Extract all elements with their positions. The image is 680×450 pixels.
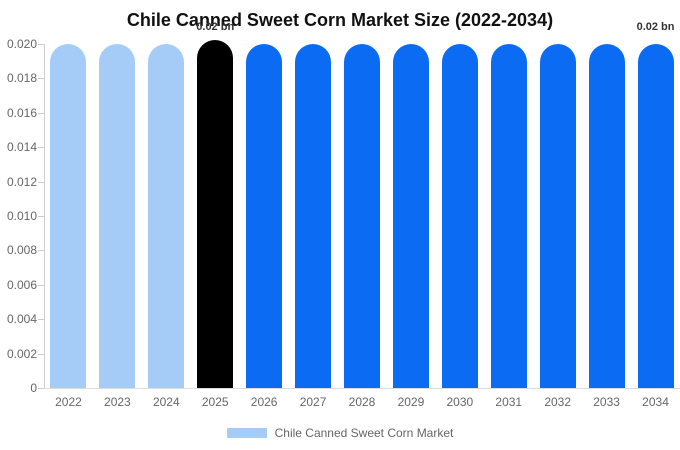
y-axis-tick-mark (38, 353, 44, 355)
bar-annotation-2034: 0.02 bn (636, 21, 675, 33)
bar-2023[interactable] (99, 44, 136, 388)
y-axis-tick-mark (38, 319, 44, 321)
legend-label: Chile Canned Sweet Corn Market (274, 426, 454, 440)
chart-title: Chile Canned Sweet Corn Market Size (202… (126, 10, 554, 30)
y-axis-tick-mark (38, 112, 44, 114)
y-axis-tick-label: 0.004 (6, 312, 37, 327)
y-axis-tick-label: 0.012 (6, 174, 37, 189)
y-axis-tick-mark (38, 388, 44, 389)
y-axis-tick-mark (38, 250, 44, 252)
y-axis-tick-mark (38, 216, 44, 217)
y-axis-tick-mark (38, 181, 44, 183)
y-axis-tick-label: 0.016 (6, 105, 37, 120)
bar-2026[interactable] (246, 44, 283, 388)
x-axis-label: 2033 (593, 395, 620, 409)
plot-area (44, 40, 680, 389)
y-axis-tick-label: 0.018 (6, 71, 37, 86)
x-axis-label: 2023 (104, 395, 131, 409)
bar-2027[interactable] (295, 44, 332, 388)
x-axis-label: 2022 (55, 395, 82, 409)
y-axis-tick-label: 0.020 (6, 37, 37, 51)
x-axis-label: 2034 (642, 395, 669, 409)
x-axis-baseline (44, 388, 680, 389)
legend-swatch (226, 428, 267, 438)
y-axis-tick-label: 0.006 (6, 277, 37, 292)
legend[interactable]: Chile Canned Sweet Corn Market (0, 426, 680, 440)
bar-2030[interactable] (441, 44, 478, 388)
bar-annotation-2025: 0.02 bn (196, 21, 235, 33)
x-axis-label: 2032 (544, 395, 572, 409)
y-axis-line (44, 44, 45, 389)
y-axis-tick-mark (38, 147, 44, 149)
bar-2031[interactable] (490, 44, 527, 388)
x-axis-label: 2026 (250, 395, 278, 409)
x-axis-label: 2030 (446, 395, 474, 409)
x-axis-label: 2028 (348, 395, 376, 409)
x-axis-label: 2031 (495, 395, 523, 409)
y-axis-tick-mark (38, 44, 44, 45)
x-axis-label: 2027 (299, 395, 327, 409)
bar-2025[interactable] (197, 40, 234, 388)
bar-2033[interactable] (588, 44, 625, 388)
bar-2029[interactable] (392, 44, 429, 388)
bar-2032[interactable] (539, 44, 576, 388)
y-axis-tick-label: 0.008 (6, 243, 37, 258)
x-axis-label: 2029 (397, 395, 425, 409)
y-axis-tick-mark (38, 284, 44, 286)
y-axis-tick-label: 0.002 (6, 346, 37, 361)
x-axis-label: 2024 (152, 395, 180, 409)
y-axis-tick-label: 0 (30, 381, 37, 395)
bar-2024[interactable] (148, 44, 185, 388)
y-axis-tick-label: 0.014 (6, 140, 37, 155)
y-axis-tick-label: 0.010 (6, 209, 37, 223)
x-axis-label: 2025 (201, 395, 229, 409)
y-axis-tick-mark (38, 78, 44, 80)
bar-2028[interactable] (344, 44, 380, 388)
bar-2022[interactable] (50, 44, 87, 388)
bar-2034[interactable] (637, 44, 674, 388)
